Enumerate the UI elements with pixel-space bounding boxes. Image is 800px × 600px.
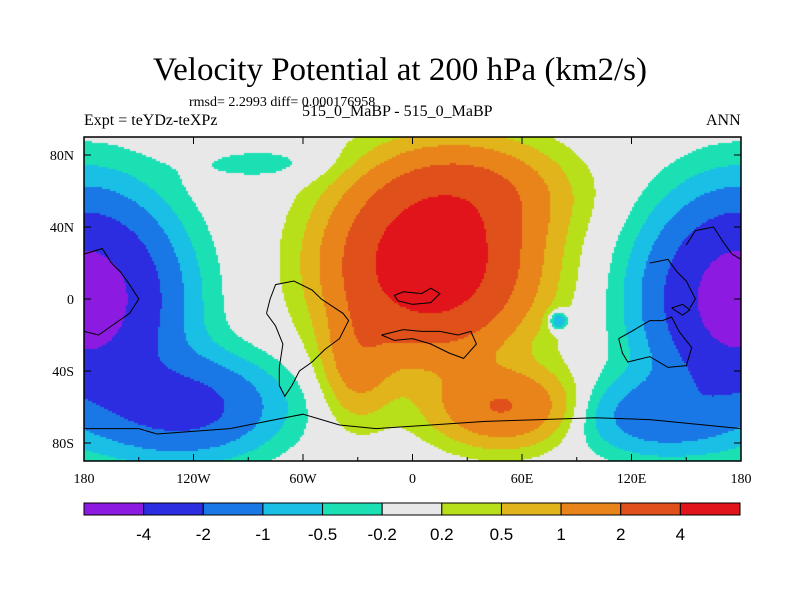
x-tick-label: 0	[409, 472, 416, 487]
colorbar-box	[83, 502, 145, 516]
coastline	[381, 329, 477, 359]
colorbar: -4 -2 -1 -0.5 -0.2 0.2 0.5 1 2 4	[83, 502, 741, 544]
colorbar-label: -1	[255, 525, 270, 544]
coastline	[84, 413, 742, 435]
coastline	[266, 280, 350, 398]
chart-title: Velocity Potential at 200 hPa (km2/s)	[152, 52, 648, 88]
colorbar-label: -0.2	[368, 525, 397, 544]
colorbar-box	[500, 502, 562, 516]
x-tick-label: 180	[74, 472, 95, 487]
colorbar-label: 1	[556, 525, 565, 544]
coastline	[649, 258, 696, 309]
colorbar-label: 4	[676, 525, 685, 544]
x-tick-label: 120W	[176, 472, 211, 487]
y-tick-label: 0	[67, 293, 74, 308]
y-tick-label: 40S	[52, 365, 74, 380]
colorbar-box	[679, 502, 741, 516]
y-tick-label: 80N	[50, 149, 74, 164]
colorbar-label: -0.5	[308, 525, 337, 544]
x-tick-label: 180	[731, 472, 752, 487]
contour-field	[84, 137, 741, 461]
colorbar-label: 0.2	[430, 525, 454, 544]
stats-label: rmsd= 2.2993 diff= 0.000176958	[189, 95, 376, 110]
coastline	[685, 226, 742, 260]
x-tick-label: 120E	[617, 472, 647, 487]
coastline	[83, 248, 140, 336]
map-axes: 180 120W 60W 0 60E 120E 180 80N 40N 0 40S 80S	[50, 136, 752, 487]
map-plot	[83, 137, 742, 461]
x-tick-label: 60W	[289, 472, 317, 487]
colorbar-box	[262, 502, 324, 516]
coastline	[618, 316, 693, 368]
colorbar-label: -4	[136, 525, 151, 544]
y-tick-label: 80S	[52, 437, 74, 452]
colorbar-box	[620, 502, 681, 516]
coastline	[671, 303, 691, 316]
colorbar-box	[560, 502, 622, 516]
colorbar-box	[322, 502, 383, 516]
x-tick-label: 60E	[511, 472, 534, 487]
y-tick-label: 40N	[50, 221, 74, 236]
coastline	[393, 287, 441, 305]
colorbar-box	[143, 502, 204, 516]
colorbar-box	[381, 502, 443, 516]
colorbar-box	[441, 502, 502, 516]
case-label: 515_0_MaBP - 515_0_MaBP	[302, 103, 493, 120]
colorbar-label: 2	[616, 525, 625, 544]
colorbar-label: -2	[196, 525, 211, 544]
experiment-label: Expt = teYDz-teXPz	[84, 112, 218, 129]
colorbar-label: 0.5	[490, 525, 514, 544]
colorbar-box	[202, 502, 264, 516]
season-label: ANN	[706, 112, 741, 129]
